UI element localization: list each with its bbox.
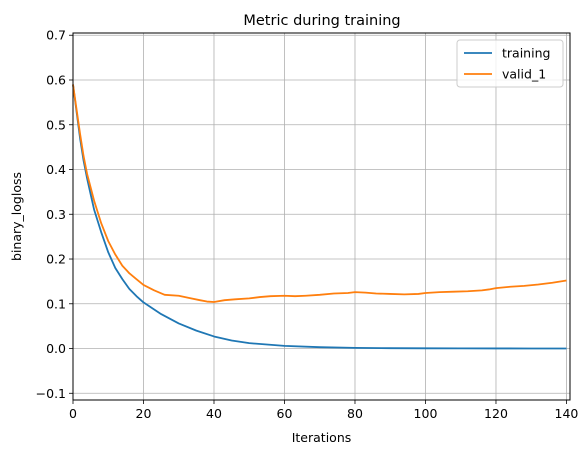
y-tick-label: 0.7 <box>46 28 66 43</box>
x-tick-label: 0 <box>69 406 77 421</box>
y-tick-label: 0.3 <box>46 207 66 222</box>
plot-frame <box>72 32 571 401</box>
y-tick-label: 0.6 <box>46 72 66 87</box>
series-line-training <box>72 84 567 350</box>
x-tick-label: 80 <box>347 406 363 421</box>
y-tick-label: 0.2 <box>46 252 66 267</box>
chart-title: Metric during training <box>243 13 400 29</box>
ticks: 0 20 40 60 80 100 120 140 −0.1 0.0 0.1 0.2 0.3 0.4 0.5… <box>36 28 579 421</box>
y-tick-label: 0.1 <box>46 296 66 311</box>
x-tick-label: 20 <box>136 406 152 421</box>
series-line-valid-1 <box>72 84 567 303</box>
legend: training valid_1 <box>456 39 564 88</box>
x-tick-label: 140 <box>555 406 579 421</box>
y-tick-label: 0.4 <box>46 162 66 177</box>
grid <box>72 33 570 400</box>
y-tick-label: −0.1 <box>36 386 66 401</box>
x-tick-label: 40 <box>206 406 222 421</box>
series-layer <box>72 84 567 350</box>
y-axis-label: binary_logloss <box>9 172 24 261</box>
x-tick-label: 60 <box>277 406 293 421</box>
legend-frame <box>456 39 564 88</box>
x-axis-label: Iterations <box>292 430 352 445</box>
y-tick-label: 0.5 <box>46 117 66 132</box>
legend-label-valid-1: valid_1 <box>502 67 546 82</box>
x-tick-label: 120 <box>484 406 508 421</box>
y-tick-label: 0.0 <box>46 341 66 356</box>
legend-label-training: training <box>502 46 550 61</box>
x-tick-label: 100 <box>414 406 438 421</box>
